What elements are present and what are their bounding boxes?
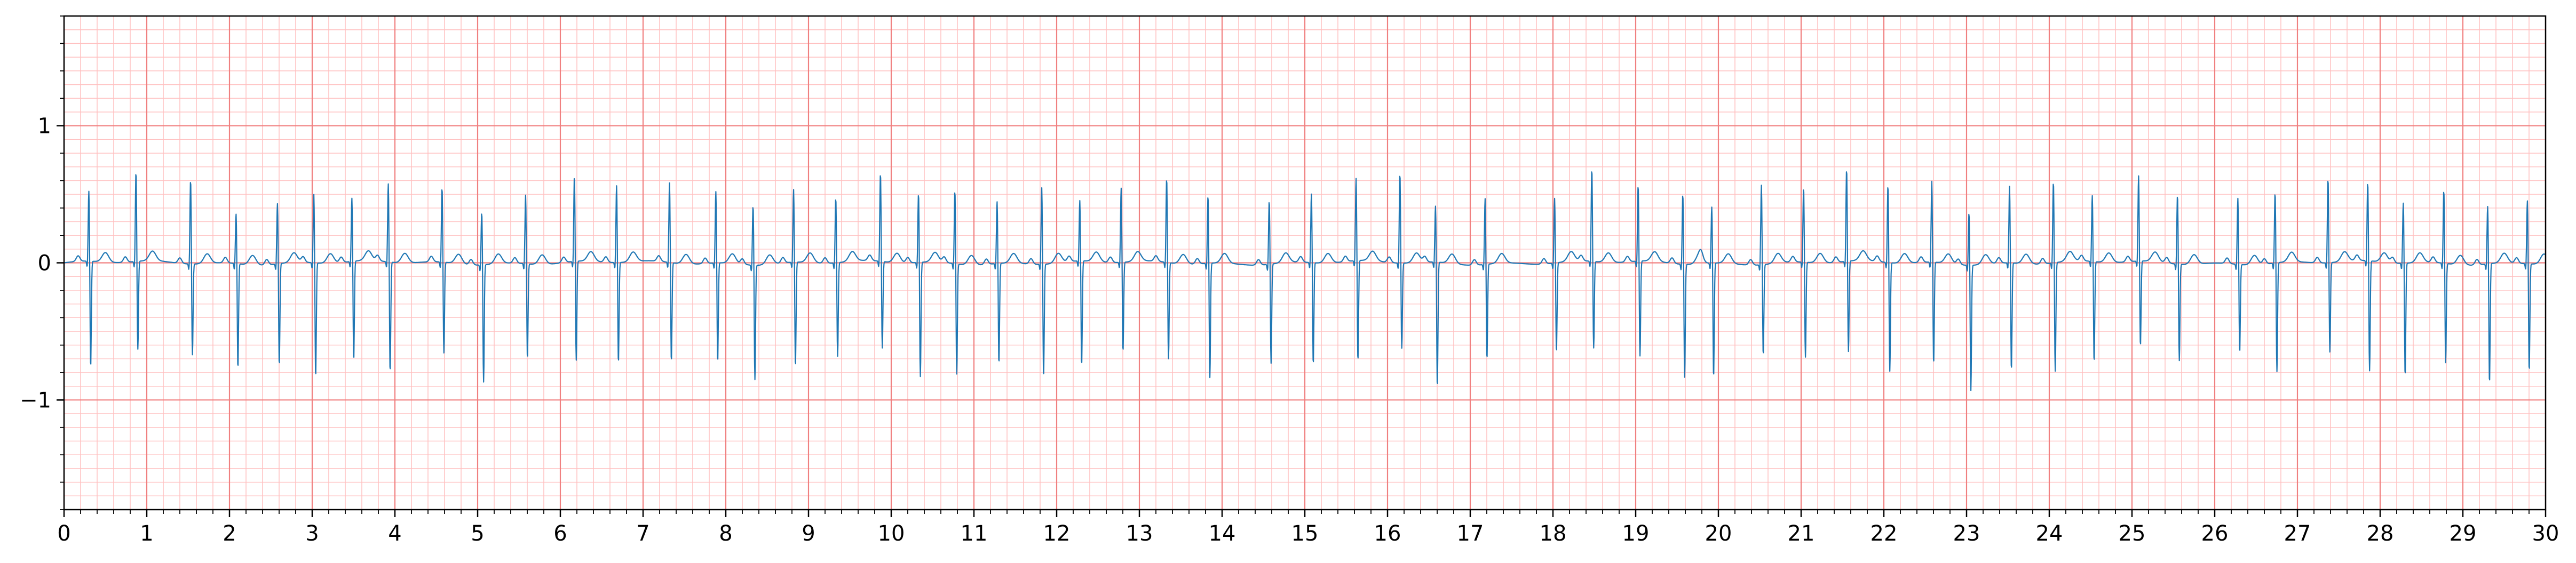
x-tick-label: 29 (2450, 521, 2477, 546)
x-tick-label: 1 (140, 521, 153, 546)
y-axis-ticks: −1 0 1 (20, 15, 64, 510)
x-tick-label: 8 (719, 521, 732, 546)
major-grid (63, 16, 2547, 510)
x-tick-label: 24 (2036, 521, 2063, 546)
x-tick-label: 5 (471, 521, 484, 546)
x-tick-label: 25 (2119, 521, 2146, 546)
x-tick-label: 23 (1953, 521, 1980, 546)
x-tick-label: 18 (1540, 521, 1567, 546)
x-tick-label: 28 (2367, 521, 2394, 546)
x-tick-label: 30 (2532, 521, 2559, 546)
x-tick-label: 20 (1705, 521, 1732, 546)
x-tick-label: 9 (802, 521, 815, 546)
x-tick-label: 0 (57, 521, 70, 546)
x-tick-label: 14 (1209, 521, 1236, 546)
x-tick-label: 10 (878, 521, 905, 546)
y-tick-label: −1 (20, 388, 51, 413)
x-tick-label: 4 (388, 521, 401, 546)
x-tick-label: 16 (1374, 521, 1401, 546)
x-axis-ticks: 0 1 2 3 4 5 6 7 8 9 10 11 12 13 14 15 16 17 18 19 20 21 22 23 24… (57, 510, 2559, 546)
ecg-signal-line (64, 171, 2546, 392)
x-tick-label: 17 (1457, 521, 1484, 546)
x-tick-label: 11 (961, 521, 988, 546)
x-tick-label: 13 (1126, 521, 1153, 546)
x-tick-label: 3 (305, 521, 319, 546)
y-tick-label: 0 (38, 251, 51, 276)
x-tick-label: 2 (223, 521, 236, 546)
x-tick-label: 7 (636, 521, 649, 546)
y-tick-label: 1 (38, 114, 51, 139)
x-tick-label: 21 (1788, 521, 1815, 546)
x-tick-label: 6 (553, 521, 567, 546)
x-tick-label: 27 (2284, 521, 2311, 546)
x-tick-label: 19 (1622, 521, 1650, 546)
x-tick-label: 12 (1043, 521, 1071, 546)
x-tick-label: 22 (1870, 521, 1898, 546)
x-tick-label: 15 (1291, 521, 1319, 546)
x-tick-label: 26 (2201, 521, 2229, 546)
